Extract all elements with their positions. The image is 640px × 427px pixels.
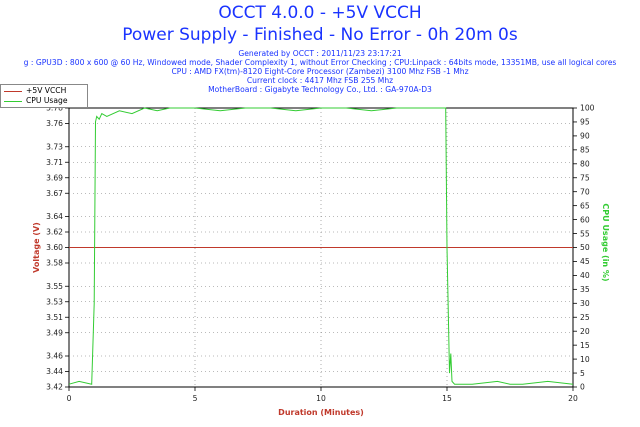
y-tick-label: 3.67 — [46, 189, 63, 198]
info-test-config: g : GPU3D : 800 x 600 @ 60 Hz, Windowed … — [23, 58, 617, 67]
y2-tick-label: 20 — [580, 327, 590, 336]
x-tick-label: 15 — [442, 394, 452, 403]
chart-title-line1: OCCT 4.0.0 - +5V VCCH — [218, 3, 422, 23]
info-cpu: CPU : AMD FX(tm)-8120 Eight-Core Process… — [171, 67, 469, 76]
chart-title-line2: Power Supply - Finished - No Error - 0h … — [122, 25, 518, 45]
y-tick-label: 3.78 — [46, 104, 63, 113]
y2-tick-label: 0 — [580, 383, 585, 392]
y2-tick-label: 30 — [580, 299, 590, 308]
y2-tick-label: 10 — [580, 355, 590, 364]
y2-tick-label: 80 — [580, 160, 590, 169]
series-line-cpu-usage — [68, 107, 574, 385]
x-axis-label: Duration (Minutes) — [278, 408, 364, 417]
y2-tick-label: 50 — [580, 243, 590, 252]
legend-item-cpu: CPU Usage — [4, 96, 68, 106]
y2-tick-label: 40 — [580, 271, 590, 280]
y2-tick-label: 55 — [580, 229, 590, 238]
y-tick-label: 3.46 — [46, 352, 63, 361]
y2-axis-label: CPU Usage (in %) — [601, 203, 610, 281]
legend-label-cpu: CPU Usage — [26, 96, 68, 105]
y-tick-label: 3.60 — [46, 243, 63, 252]
y2-tick-label: 100 — [580, 104, 595, 113]
y-tick-label: 3.55 — [46, 282, 63, 291]
x-tick-label: 5 — [193, 394, 198, 403]
y-tick-label: 3.71 — [46, 158, 63, 167]
x-tick-label: 0 — [67, 394, 72, 403]
y2-tick-label: 75 — [580, 173, 590, 182]
chart-legend: +5V VCCH CPU Usage — [0, 84, 88, 108]
y-tick-label: 3.73 — [46, 142, 63, 151]
y2-tick-label: 35 — [580, 285, 590, 294]
legend-swatch-voltage — [4, 90, 22, 92]
legend-swatch-cpu — [4, 100, 22, 102]
y2-tick-label: 25 — [580, 313, 590, 322]
y2-tick-label: 95 — [580, 118, 590, 127]
legend-item-voltage: +5V VCCH — [4, 86, 66, 96]
y-tick-label: 3.64 — [46, 212, 63, 221]
y2-tick-label: 15 — [580, 341, 590, 350]
y-tick-label: 3.69 — [46, 173, 63, 182]
x-tick-label: 10 — [316, 394, 326, 403]
y2-tick-label: 65 — [580, 201, 590, 210]
info-generated: Generated by OCCT : 2011/11/23 23:17:21 — [238, 49, 402, 58]
legend-label-voltage: +5V VCCH — [26, 86, 67, 95]
y2-tick-label: 90 — [580, 132, 590, 141]
y-tick-label: 3.53 — [46, 297, 63, 306]
y-tick-label: 3.51 — [46, 313, 63, 322]
info-clock: Current clock : 4417 Mhz FSB 255 Mhz — [246, 76, 394, 85]
y2-tick-label: 60 — [580, 215, 590, 224]
y2-tick-label: 70 — [580, 187, 590, 196]
y-axis-label: Voltage (V) — [32, 222, 41, 273]
x-tick-label: 20 — [568, 394, 578, 403]
y-tick-label: 3.42 — [46, 383, 63, 392]
y2-tick-label: 45 — [580, 257, 590, 266]
y2-tick-label: 5 — [580, 369, 585, 378]
y-tick-label: 3.58 — [46, 259, 63, 268]
y-tick-label: 3.76 — [46, 119, 63, 128]
y2-tick-label: 85 — [580, 146, 590, 155]
y-tick-label: 3.44 — [46, 367, 63, 376]
y-tick-label: 3.62 — [46, 228, 63, 237]
y-tick-label: 3.49 — [46, 328, 63, 337]
info-motherboard: MotherBoard : Gigabyte Technology Co., L… — [208, 85, 432, 94]
